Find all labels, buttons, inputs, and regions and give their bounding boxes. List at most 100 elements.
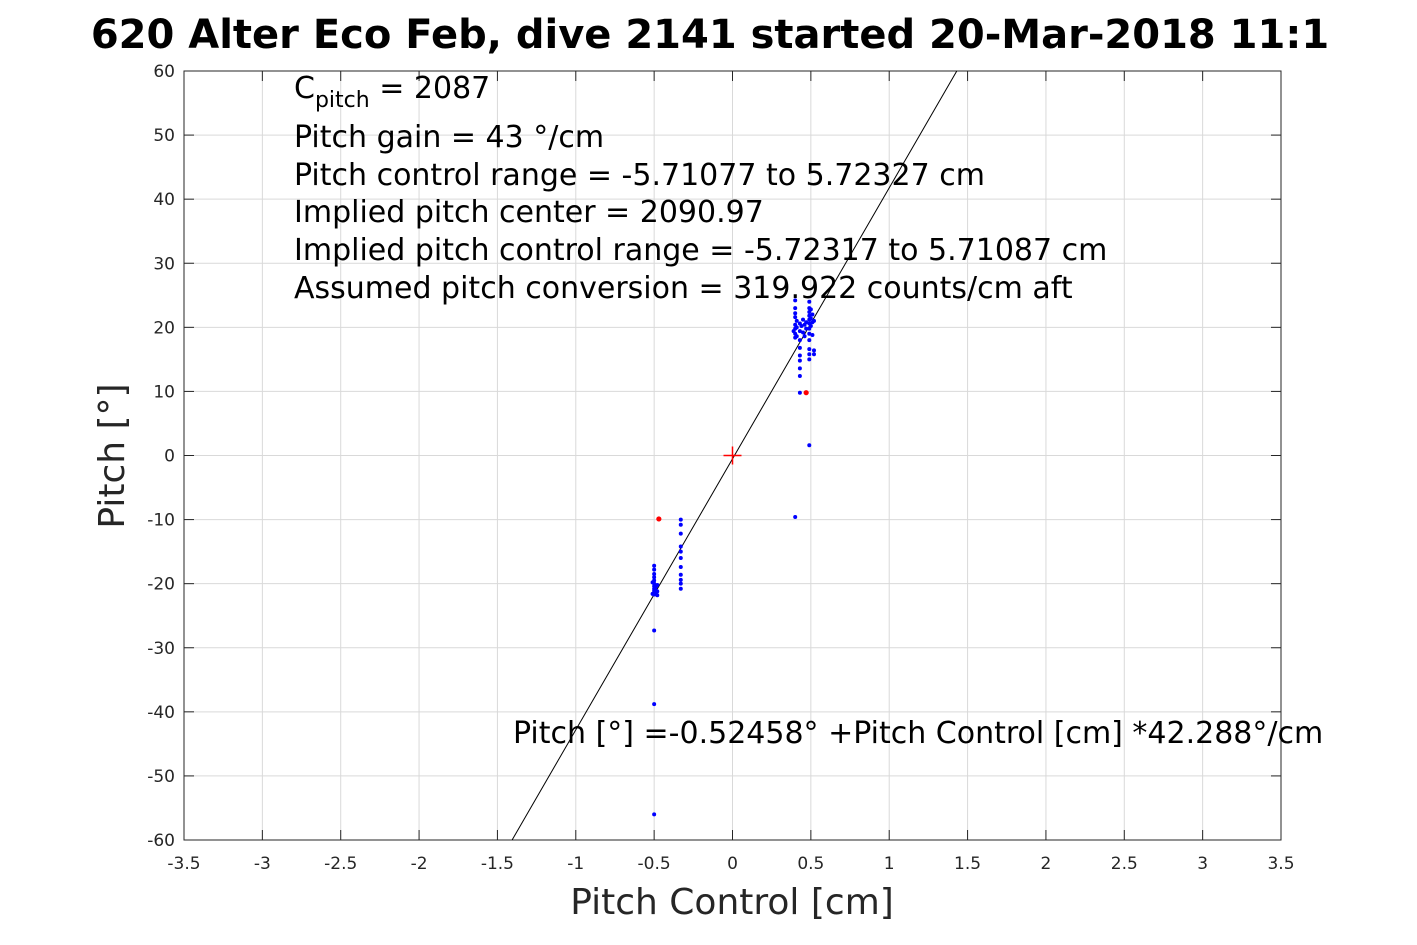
y-tick-label: 30 bbox=[153, 254, 175, 274]
x-tick-label: -2.5 bbox=[324, 854, 357, 874]
data-point bbox=[678, 549, 683, 554]
annotation-rest: = 2087 bbox=[370, 71, 491, 106]
data-point bbox=[801, 317, 806, 322]
data-point bbox=[794, 318, 799, 323]
data-point bbox=[797, 374, 802, 379]
data-point bbox=[793, 315, 798, 320]
data-point bbox=[794, 334, 799, 339]
x-tick-label: 1.5 bbox=[954, 854, 981, 874]
data-point bbox=[810, 333, 815, 338]
data-point bbox=[810, 312, 815, 317]
annotation-line: Cpitch = 2087 bbox=[294, 71, 490, 113]
data-point bbox=[678, 565, 683, 570]
x-tick-label: 0.5 bbox=[797, 854, 824, 874]
data-point bbox=[678, 556, 683, 561]
data-point bbox=[797, 358, 802, 363]
data-point bbox=[808, 307, 813, 312]
data-point bbox=[807, 352, 812, 357]
data-point bbox=[808, 316, 813, 321]
annotation-subscript: pitch bbox=[315, 88, 370, 113]
data-point bbox=[807, 443, 812, 448]
data-point bbox=[678, 544, 683, 549]
data-point bbox=[797, 329, 802, 334]
data-point bbox=[678, 531, 683, 536]
x-tick-label: -1.5 bbox=[481, 854, 514, 874]
data-point bbox=[799, 324, 804, 329]
x-tick-label: 1 bbox=[884, 854, 895, 874]
data-point bbox=[804, 320, 809, 325]
x-tick-label: 0 bbox=[727, 854, 738, 874]
x-tick-label: -3.5 bbox=[167, 854, 200, 874]
data-point bbox=[797, 366, 802, 371]
data-point bbox=[655, 593, 660, 598]
y-axis-title: Pitch [°] bbox=[92, 383, 133, 528]
data-point bbox=[794, 325, 799, 330]
annotation-line: Assumed pitch conversion = 319.922 count… bbox=[294, 271, 1073, 306]
data-point bbox=[793, 515, 798, 520]
flagged-point bbox=[656, 516, 662, 522]
data-point bbox=[802, 334, 807, 339]
y-tick-label: 0 bbox=[164, 447, 175, 467]
data-point bbox=[652, 572, 657, 577]
y-tick-label: 40 bbox=[153, 190, 175, 210]
data-point bbox=[678, 577, 683, 582]
x-tick-label: 2 bbox=[1041, 854, 1052, 874]
y-tick-label: -30 bbox=[147, 639, 175, 659]
y-tick-label: 10 bbox=[153, 382, 175, 402]
data-point bbox=[678, 517, 683, 522]
annotation-line: Pitch gain = 43 °/cm bbox=[294, 120, 604, 155]
x-tick-label: -3 bbox=[254, 854, 271, 874]
data-point bbox=[797, 353, 802, 358]
data-point bbox=[797, 338, 802, 343]
data-point bbox=[797, 345, 802, 350]
data-point bbox=[655, 589, 660, 594]
data-point bbox=[655, 582, 660, 587]
y-tick-label: 60 bbox=[153, 62, 175, 82]
x-tick-label: -2 bbox=[411, 854, 428, 874]
data-point bbox=[793, 306, 798, 311]
data-point bbox=[650, 591, 655, 596]
data-point bbox=[811, 318, 816, 323]
annotation-base: C bbox=[294, 71, 315, 106]
data-point bbox=[652, 812, 657, 817]
data-point bbox=[791, 329, 796, 334]
data-point bbox=[652, 575, 657, 580]
data-point bbox=[793, 311, 798, 316]
data-point bbox=[652, 628, 657, 633]
data-point bbox=[807, 357, 812, 362]
x-axis-title: Pitch Control [cm] bbox=[570, 882, 894, 923]
y-tick-label: -20 bbox=[147, 575, 175, 595]
flagged-point bbox=[803, 390, 809, 396]
data-point bbox=[811, 352, 816, 357]
annotation-line: Pitch control range = -5.71077 to 5.7232… bbox=[294, 158, 985, 193]
x-tick-label: -1 bbox=[567, 854, 584, 874]
data-point bbox=[804, 326, 809, 331]
y-tick-label: -10 bbox=[147, 511, 175, 531]
data-point bbox=[793, 298, 798, 303]
annotation-line: Implied pitch center = 2090.97 bbox=[294, 195, 764, 230]
data-point bbox=[807, 299, 812, 304]
data-point bbox=[678, 586, 683, 591]
data-point bbox=[797, 390, 802, 395]
data-point bbox=[652, 702, 657, 707]
y-tick-label: -60 bbox=[147, 831, 175, 851]
y-tick-label: 20 bbox=[153, 318, 175, 338]
x-tick-label: 3 bbox=[1197, 854, 1208, 874]
data-point bbox=[650, 580, 655, 585]
data-point bbox=[808, 324, 813, 329]
data-point bbox=[678, 581, 683, 586]
data-point bbox=[801, 330, 806, 335]
data-point bbox=[678, 522, 683, 527]
y-tick-label: 50 bbox=[153, 126, 175, 146]
chart-title: 620 Alter Eco Feb, dive 2141 started 20-… bbox=[91, 12, 1329, 58]
data-point bbox=[807, 347, 812, 352]
annotation-line: Implied pitch control range = -5.72317 t… bbox=[294, 233, 1107, 268]
x-tick-label: 2.5 bbox=[1111, 854, 1138, 874]
x-tick-label: 3.5 bbox=[1267, 854, 1294, 874]
data-point bbox=[678, 572, 683, 577]
plot-area: -3.5 -3 -2.5 -2 -1.5 -1 -0.5 0 0.5 1 1.5 2 2.5 3 3.5 -6… bbox=[147, 62, 1323, 874]
fit-equation: Pitch [°] =-0.52458° +Pitch Control [cm]… bbox=[513, 716, 1323, 751]
